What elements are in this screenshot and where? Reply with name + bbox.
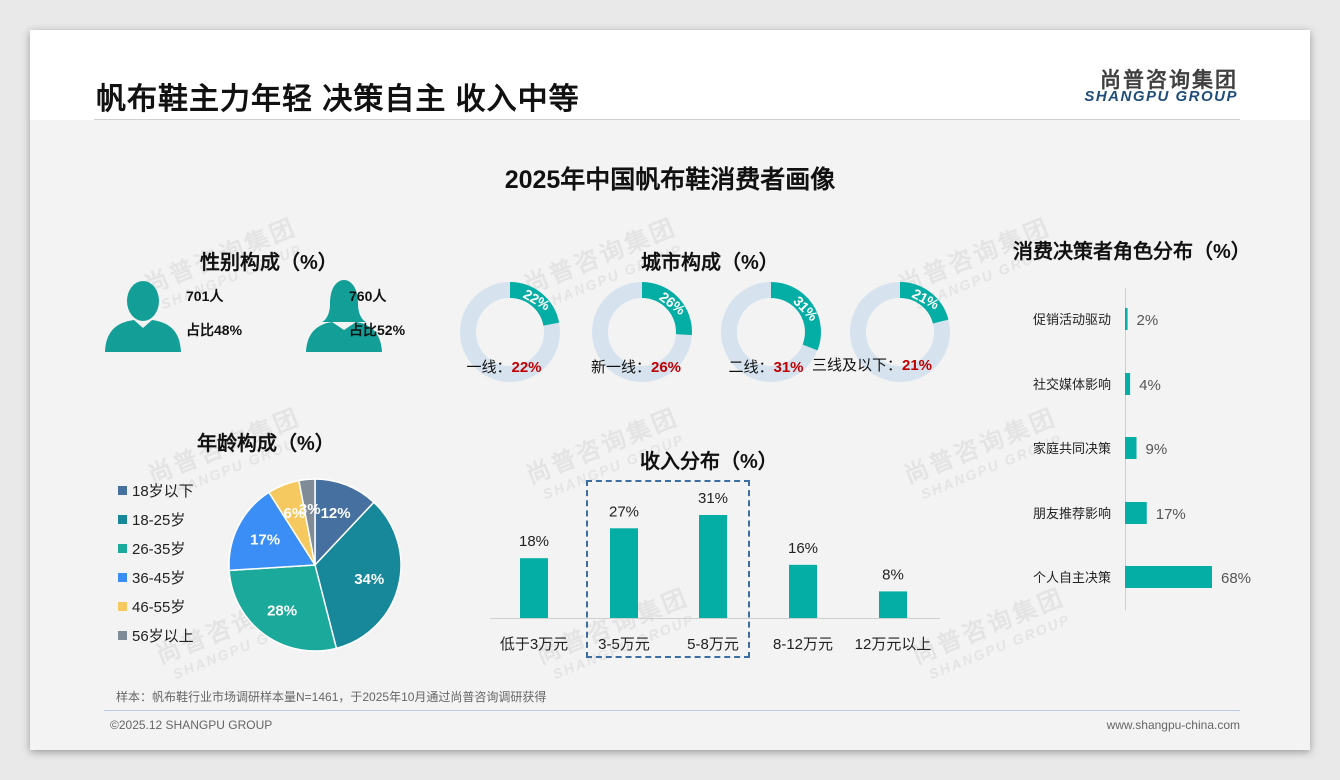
city-donut-2: 26%新一线：26% (591, 282, 692, 382)
income-bar (699, 515, 727, 618)
role-category-label: 社交媒体影响 (1033, 377, 1111, 392)
income-category-label: 5-8万元 (687, 636, 739, 653)
logo-chinese: 尚普咨询集团 (1100, 69, 1238, 92)
pie-slice-label: 34% (354, 571, 384, 588)
donut-arc (899, 282, 949, 324)
city-caption: 一线：22% (466, 359, 541, 376)
role-value-label: 17% (1156, 506, 1186, 523)
gender-icons (105, 280, 382, 352)
role-bar (1125, 437, 1137, 459)
pie-slice (228, 491, 317, 572)
logo-english: SHANGPU GROUP (1084, 88, 1238, 105)
income-category-label: 3-5万元 (598, 636, 650, 653)
income-bar (610, 528, 638, 618)
female-count: 760人 (349, 288, 387, 304)
role-category-label: 促销活动驱动 (1033, 312, 1111, 327)
city-caption: 二线：31% (728, 359, 803, 376)
role-value-label: 2% (1137, 312, 1159, 329)
header-divider (94, 119, 1240, 120)
income-category-label: 低于3万元 (500, 636, 568, 653)
role-bar (1125, 566, 1212, 588)
gender-title: 性别构成（%） (200, 252, 338, 274)
income-category-label: 12万元以上 (855, 636, 932, 653)
legend-label: 46-55岁 (132, 599, 186, 616)
pie-slice (298, 478, 316, 566)
pie-slice (314, 501, 402, 650)
female-share: 占比52% (349, 322, 406, 338)
city-title: 城市构成（%） (641, 252, 779, 274)
website-link[interactable]: www.shangpu-china.com (1106, 718, 1240, 732)
role-value-label: 4% (1139, 377, 1161, 394)
income-bar (520, 558, 548, 618)
income-bar (879, 591, 907, 618)
income-value-label: 31% (698, 490, 728, 507)
legend-swatch (118, 544, 127, 553)
footer-divider (104, 710, 1240, 711)
city-donut-1: 22%一线：22% (460, 282, 560, 382)
main-chart-title: 2025年中国帆布鞋消费者画像 (504, 166, 836, 194)
legend-swatch (118, 486, 127, 495)
male-share: 占比48% (186, 322, 243, 338)
roles-bar-chart: 促销活动驱动 2% 社交媒体影响 4% 家庭共同决策 9% 朋友推荐影响 17% 个人自主决策 6… (1033, 288, 1251, 610)
role-category-label: 个人自主决策 (1033, 570, 1111, 585)
income-highlight-box (586, 480, 750, 658)
role-bar (1125, 502, 1147, 524)
role-value-label: 68% (1221, 570, 1251, 587)
copyright: ©2025.12 SHANGPU GROUP (110, 718, 273, 732)
legend-label: 36-45岁 (132, 570, 186, 587)
donut-arc (509, 282, 560, 327)
income-value-label: 18% (519, 533, 549, 550)
legend-label: 56岁以上 (132, 628, 194, 645)
pie-slice-label: 6% (284, 505, 306, 522)
pie-slice-label: 28% (267, 602, 297, 619)
slide: 帆布鞋主力年轻 决策自主 收入中等 尚普咨询集团 SHANGPU GROUP 尚… (30, 30, 1310, 750)
role-bar (1125, 373, 1131, 395)
legend-swatch (118, 631, 127, 640)
city-donut-4: 21%三线及以下：21% (812, 282, 950, 382)
page-title: 帆布鞋主力年轻 决策自主 收入中等 (96, 83, 580, 116)
city-donut-charts: 22%一线：22% 26%新一线：26% 31%二线：31%21%三线及以下：21% (460, 282, 950, 382)
pie-slice-label: 3% (299, 501, 321, 518)
male-count: 701人 (186, 288, 224, 304)
pie-slice-label: 12% (321, 505, 351, 522)
income-category-label: 8-12万元 (773, 636, 833, 653)
slide-header (30, 30, 1310, 120)
city-caption: 新一线：26% (591, 359, 681, 376)
income-value-label: 16% (788, 540, 818, 557)
legend-swatch (118, 602, 127, 611)
legend-swatch (118, 515, 127, 524)
city-caption: 三线及以下：21% (812, 357, 932, 374)
legend-label: 18-25岁 (132, 512, 186, 529)
male-silhouette-icon (105, 281, 181, 352)
role-category-label: 家庭共同决策 (1033, 441, 1111, 456)
donut-arc (641, 282, 692, 336)
legend-label: 26-35岁 (132, 541, 186, 558)
income-bar (789, 564, 817, 618)
age-pie-chart: 12% 34% 28% 17%6%3% (228, 478, 402, 652)
footnote: 样本：帆布鞋行业市场调研样本量N=1461，于2025年10月通过尚普咨询调研获… (116, 690, 547, 704)
legend-swatch (118, 573, 127, 582)
city-donut-3: 31%二线：31% (721, 282, 822, 382)
female-silhouette-icon (306, 280, 382, 352)
pie-slice (314, 478, 375, 567)
role-category-label: 朋友推荐影响 (1033, 506, 1111, 521)
pie-slice (228, 564, 338, 652)
income-value-label: 27% (609, 503, 639, 520)
age-title: 年龄构成（%） (197, 433, 335, 455)
income-value-label: 8% (882, 566, 904, 583)
pie-slice-label: 17% (250, 532, 280, 549)
donut-arc (770, 282, 821, 351)
roles-title: 消费决策者角色分布（%） (1013, 241, 1251, 263)
role-bar (1125, 308, 1128, 330)
legend-label: 18岁以下 (132, 483, 194, 500)
income-title: 收入分布（%） (640, 451, 778, 473)
income-bar-chart: 18% 低于3万元 27% 3-5万元 31% 5-8万元 16% 8-12万元 8% 12万元以… (490, 490, 940, 653)
role-value-label: 9% (1146, 441, 1168, 458)
